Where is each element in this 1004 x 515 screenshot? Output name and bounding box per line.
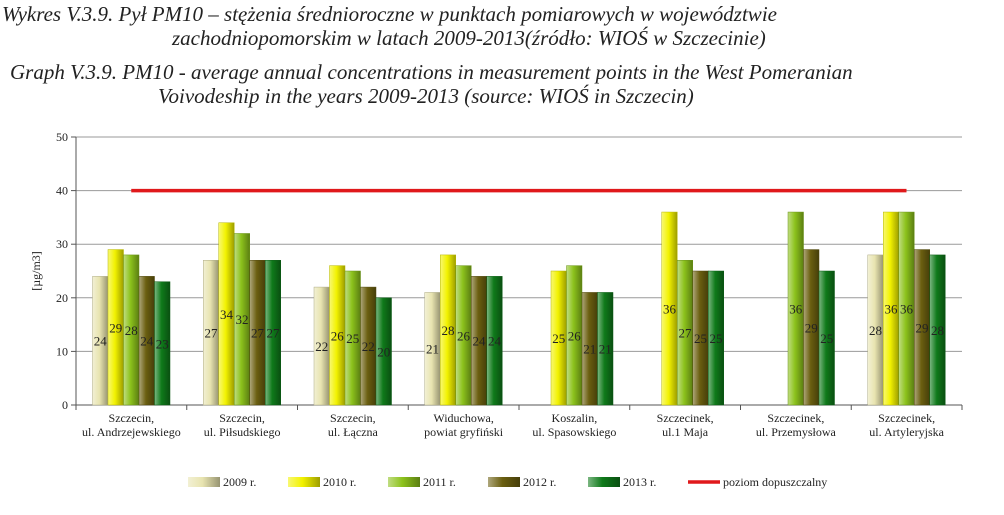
bar-data-label: 27: [679, 326, 693, 341]
bar: [597, 292, 614, 406]
bar-data-label: 26: [568, 328, 582, 343]
bar-data-label: 28: [869, 323, 882, 338]
x-category-label: Widuchowa,: [433, 411, 494, 425]
bar-data-label: 24: [473, 334, 487, 349]
caption-polish-line-2: zachodniopomorskim w latach 2009-2013(źr…: [172, 26, 766, 50]
legend: 2009 r. 2010 r. 2011 r. 2012 r. 2013 r. pozio…: [188, 475, 827, 489]
bar-data-label: 36: [663, 302, 677, 317]
bar-data-label: 24: [94, 334, 108, 349]
bar-data-label: 25: [346, 331, 359, 346]
x-category-label: ul. Spasowskiego: [532, 425, 616, 439]
legend-label: 2011 r.: [423, 475, 456, 489]
bar-data-label: 27: [205, 326, 219, 341]
bar-data-label: 22: [362, 339, 375, 354]
bar-data-label: 25: [820, 331, 833, 346]
bar-data-label: 36: [789, 302, 803, 317]
y-tick-label: 0: [62, 398, 68, 412]
bar: [154, 281, 171, 406]
x-category-label: ul. Artyleryjska: [869, 425, 944, 439]
x-category-label: Szczecin,: [109, 411, 155, 425]
y-tick-label: 50: [56, 130, 68, 144]
legend-swatch: [488, 477, 520, 487]
y-tick-label: 30: [56, 237, 68, 251]
x-category-label: ul.1 Maja: [662, 425, 709, 439]
legend-label-reference: poziom dopuszczalny: [723, 475, 827, 489]
caption-polish-line-1: Wykres V.3.9. Pył PM10 – stężenia średni…: [2, 2, 777, 26]
bar-data-label: 24: [140, 334, 154, 349]
bar-data-label: 27: [267, 326, 281, 341]
x-category-label: Szczecin,: [219, 411, 265, 425]
x-category-label: ul. Przemysłowa: [756, 425, 837, 439]
x-category-label: Szczecinek,: [878, 411, 935, 425]
bar-data-label: 25: [552, 331, 565, 346]
x-category-label: ul. Andrzejewskiego: [82, 425, 181, 439]
legend-swatch: [188, 477, 220, 487]
x-category-label: ul. Piłsudskiego: [204, 425, 281, 439]
bar-data-label: 25: [710, 331, 723, 346]
x-category-label: Szczecin,: [330, 411, 376, 425]
bar-data-label: 21: [599, 342, 612, 357]
x-category-label: Szczecinek,: [767, 411, 824, 425]
bar-data-label: 22: [315, 339, 328, 354]
bar-data-label: 36: [885, 302, 899, 317]
y-axis-label: [µg/m3]: [29, 251, 43, 291]
legend-label: 2012 r.: [523, 475, 556, 489]
legend-swatch: [588, 477, 620, 487]
legend-label: 2009 r.: [223, 475, 256, 489]
y-tick-label: 40: [56, 184, 68, 198]
x-category-label: Koszalin,: [552, 411, 598, 425]
bar-data-label: 25: [694, 331, 707, 346]
bar-data-label: 29: [805, 320, 818, 335]
bar: [708, 270, 724, 406]
bar-data-label: 28: [125, 323, 138, 338]
bar-data-label: 21: [426, 342, 439, 357]
bar: [818, 270, 835, 406]
bar-data-label: 21: [583, 342, 596, 357]
caption-english-line-2: Voivodeship in the years 2009-2013 (sour…: [158, 84, 694, 108]
caption-polish: Wykres V.3.9. Pył PM10 – stężenia średni…: [0, 2, 1004, 50]
legend-swatch: [288, 477, 320, 487]
bar: [265, 260, 281, 406]
bar-data-label: 24: [488, 334, 502, 349]
y-tick-label: 20: [56, 291, 68, 305]
bar: [929, 254, 946, 406]
legend-label: 2013 r.: [623, 475, 656, 489]
x-category-label: ul. Łączna: [328, 425, 379, 439]
y-tick-label: 10: [56, 344, 68, 358]
bar-data-label: 29: [109, 320, 122, 335]
bar-data-label: 36: [900, 302, 914, 317]
bar-data-label: 28: [931, 323, 944, 338]
bar-data-label: 26: [457, 328, 471, 343]
bar: [375, 297, 392, 406]
bar-data-label: 26: [331, 328, 345, 343]
caption-english: Graph V.3.9. PM10 - average annual conce…: [0, 60, 1004, 108]
bar-data-label: 32: [236, 312, 249, 327]
bar-layer: [92, 211, 946, 406]
x-category-label: powiat gryfiński: [424, 425, 504, 439]
bar-data-label: 34: [220, 307, 234, 322]
legend-label: 2010 r.: [323, 475, 356, 489]
bar-data-label: 27: [251, 326, 265, 341]
bar-data-label: 20: [377, 344, 390, 359]
bar-data-label: 29: [916, 320, 929, 335]
bar-data-label: 28: [442, 323, 455, 338]
caption-english-line-1: Graph V.3.9. PM10 - average annual conce…: [10, 60, 853, 84]
x-category-label: Szczecinek,: [657, 411, 714, 425]
bar: [486, 276, 503, 406]
bar-data-label: 23: [156, 336, 169, 351]
legend-swatch: [388, 477, 420, 487]
